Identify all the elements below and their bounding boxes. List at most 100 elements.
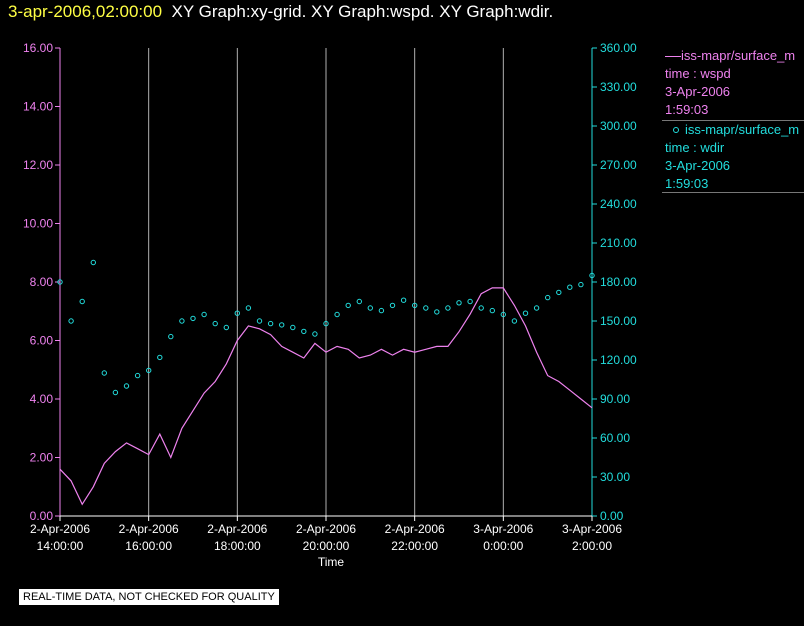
y-left-tick-label: 4.00 bbox=[30, 392, 54, 406]
y-right-tick-label: 360.00 bbox=[600, 41, 637, 55]
x-tick-date: 3-Apr-2006 bbox=[562, 522, 622, 536]
y-left-tick-label: 2.00 bbox=[30, 451, 54, 465]
wdir-point bbox=[57, 279, 63, 285]
circle-marker-icon bbox=[673, 127, 679, 134]
wdir-point bbox=[378, 307, 385, 314]
wdir-point bbox=[134, 372, 141, 379]
x-tick-time: 18:00:00 bbox=[214, 539, 261, 553]
wdir-point bbox=[400, 297, 407, 303]
wdir-point bbox=[334, 311, 340, 318]
y-right-tick-label: 150.00 bbox=[600, 314, 637, 328]
wdir-point bbox=[112, 389, 119, 396]
y-right-tick-label: 330.00 bbox=[600, 80, 637, 94]
wdir-point bbox=[301, 328, 307, 335]
wdir-point bbox=[79, 298, 85, 305]
wdir-point bbox=[123, 383, 130, 389]
wdir-point bbox=[101, 370, 108, 376]
wdir-point bbox=[578, 281, 584, 288]
wspd-line bbox=[59, 287, 593, 506]
x-tick-date: 3-Apr-2006 bbox=[473, 522, 533, 536]
y-left-tick-label: 16.00 bbox=[23, 41, 53, 55]
x-tick-date: 2-Apr-2006 bbox=[385, 522, 445, 536]
legend-wdir-time: 1:59:03 bbox=[665, 176, 709, 191]
wdir-point bbox=[179, 318, 185, 324]
y-left-tick-label: 6.00 bbox=[30, 334, 54, 348]
wdir-point bbox=[290, 324, 296, 331]
wdir-point bbox=[545, 294, 551, 301]
x-tick-time: 14:00:00 bbox=[37, 539, 84, 553]
legend-wdir: iss-mapr/surface_m time : wdir 3-Apr-200… bbox=[665, 121, 804, 193]
y-right-tick-label: 30.00 bbox=[600, 470, 630, 484]
legend-wspd-date: 3-Apr-2006 bbox=[665, 84, 731, 99]
line-swatch-icon bbox=[665, 56, 681, 58]
wdir-point bbox=[456, 300, 462, 306]
legend-wspd-var: time : wspd bbox=[665, 66, 731, 81]
wdir-point bbox=[389, 302, 396, 309]
grid-lines bbox=[148, 48, 593, 516]
series-wspd bbox=[59, 287, 593, 506]
wdir-point bbox=[511, 318, 518, 324]
legend-wspd-time: 1:59:03 bbox=[665, 102, 709, 117]
wdir-point bbox=[556, 289, 562, 296]
wdir-point bbox=[423, 305, 429, 311]
y-right-tick-label: 180.00 bbox=[600, 275, 637, 289]
x-axis: 2-Apr-2006 14:00:00 2-Apr-2006 16:00:00 2-Ap… bbox=[30, 515, 622, 553]
chart-title: 3-apr-2006,02:00:00 XY Graph:xy-grid. XY… bbox=[8, 2, 553, 22]
x-axis-label: Time bbox=[318, 555, 345, 569]
y-axis-right: 0.00 30.00 60.00 90.00 120.00 150.00 180.00 210… bbox=[591, 41, 637, 523]
y-right-tick-label: 90.00 bbox=[600, 392, 630, 406]
graph-titles: XY Graph:xy-grid. XY Graph:wspd. XY Grap… bbox=[171, 2, 554, 21]
legend-wspd-series: iss-mapr/surface_m bbox=[665, 47, 804, 65]
legend-divider bbox=[662, 192, 804, 193]
wdir-point bbox=[190, 315, 196, 322]
wdir-point bbox=[533, 305, 540, 311]
timestamp: 3-apr-2006,02:00:00 bbox=[8, 2, 163, 21]
y-right-tick-label: 300.00 bbox=[600, 119, 637, 133]
quality-notice: REAL-TIME DATA, NOT CHECKED FOR QUALITY bbox=[19, 589, 279, 605]
x-tick-date: 2-Apr-2006 bbox=[30, 522, 90, 536]
x-tick-date: 2-Apr-2006 bbox=[207, 522, 267, 536]
wdir-point bbox=[267, 320, 274, 327]
wdir-point bbox=[567, 284, 573, 290]
y-right-tick-label: 120.00 bbox=[600, 353, 637, 367]
wdir-point bbox=[345, 302, 351, 309]
wdir-point bbox=[212, 320, 218, 327]
y-right-tick-label: 210.00 bbox=[600, 236, 637, 250]
y-left-tick-label: 8.00 bbox=[30, 275, 54, 289]
wdir-point bbox=[434, 309, 440, 315]
wdir-point bbox=[234, 310, 241, 316]
x-tick-time: 22:00:00 bbox=[391, 539, 438, 553]
x-tick-time: 2:00:00 bbox=[572, 539, 612, 553]
wdir-point bbox=[522, 310, 529, 316]
wdir-point bbox=[467, 298, 473, 305]
wdir-point bbox=[146, 367, 152, 374]
wdir-point bbox=[489, 307, 495, 314]
wdir-point bbox=[323, 320, 329, 327]
y-axis-left: 0.00 2.00 4.00 6.00 8.00 10.00 12.00 14.00 16.00 bbox=[23, 41, 61, 523]
wdir-point bbox=[68, 318, 74, 324]
legend-wdir-series: iss-mapr/surface_m bbox=[665, 121, 804, 139]
x-tick-time: 20:00:00 bbox=[303, 539, 350, 553]
x-tick-date: 2-Apr-2006 bbox=[119, 522, 179, 536]
y-right-tick-label: 60.00 bbox=[600, 431, 630, 445]
y-right-tick-label: 0.00 bbox=[600, 509, 624, 523]
wdir-point bbox=[168, 333, 174, 340]
y-right-tick-label: 270.00 bbox=[600, 158, 637, 172]
wdir-point bbox=[157, 354, 163, 361]
wdir-point bbox=[478, 305, 484, 311]
wdir-point bbox=[223, 324, 230, 331]
y-left-tick-label: 12.00 bbox=[23, 158, 53, 172]
y-right-tick-label: 240.00 bbox=[600, 197, 637, 211]
wdir-point bbox=[445, 305, 451, 311]
wdir-point bbox=[201, 311, 207, 318]
y-left-tick-label: 0.00 bbox=[30, 509, 54, 523]
series-wdir bbox=[57, 259, 595, 396]
wdir-point bbox=[312, 331, 318, 337]
legend-wdir-date: 3-Apr-2006 bbox=[665, 158, 731, 173]
wdir-point bbox=[589, 272, 595, 279]
wdir-point bbox=[356, 298, 362, 305]
wdir-point bbox=[245, 305, 252, 311]
wdir-point bbox=[500, 311, 506, 318]
wdir-point bbox=[367, 305, 373, 311]
